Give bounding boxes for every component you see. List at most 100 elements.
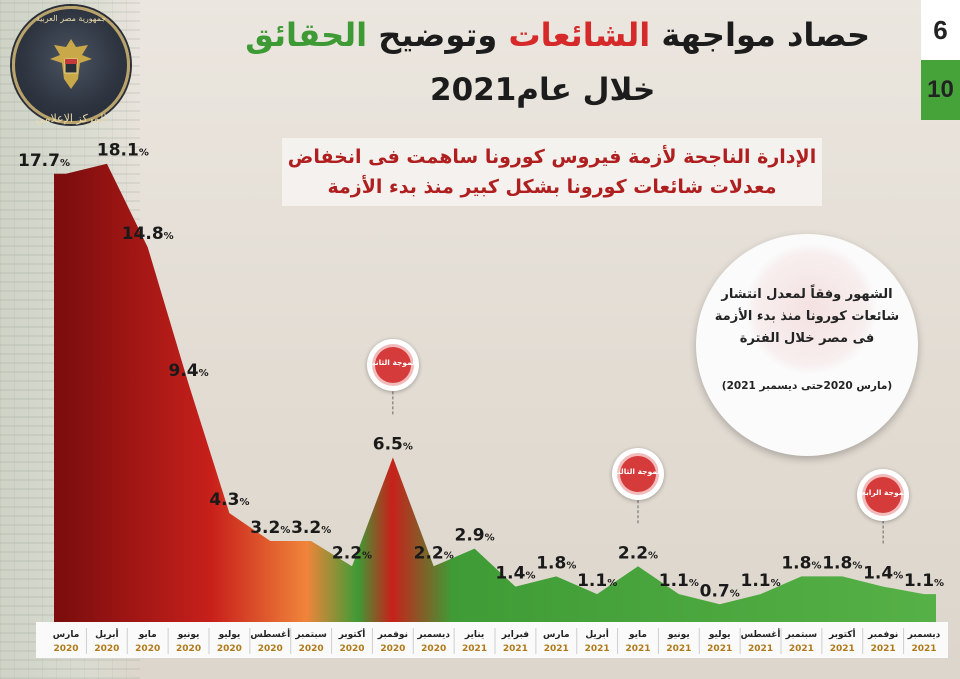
data-label: 2.9% xyxy=(454,526,494,546)
x-tick-month: نوفمبر xyxy=(377,630,408,640)
data-label: 3.2% xyxy=(250,518,290,538)
x-tick-month: أغسطس xyxy=(741,628,781,640)
x-tick-year: 2021 xyxy=(503,644,528,654)
data-label: 6.5% xyxy=(373,434,413,454)
x-tick-year: 2020 xyxy=(135,644,160,654)
x-tick-month: أكتوبر xyxy=(338,628,366,640)
x-tick-year: 2021 xyxy=(789,644,814,654)
data-point xyxy=(718,603,721,606)
x-tick-month: نوفمبر xyxy=(867,630,898,640)
data-point xyxy=(269,539,272,542)
data-label: 2.2% xyxy=(618,543,658,563)
logo-arc-text: جمهورية مصر العربية xyxy=(35,14,107,23)
data-label: 1.1% xyxy=(577,571,617,591)
data-label: 1.1% xyxy=(659,571,699,591)
data-label: 9.4% xyxy=(168,361,208,381)
x-tick-year: 2021 xyxy=(871,644,896,654)
title-part-3: وتوضيح xyxy=(367,16,509,54)
title-part-1: حصاد مواجهة xyxy=(650,16,870,54)
virus-icon xyxy=(374,347,411,384)
data-point xyxy=(637,565,640,568)
wave-badge: الموجة الثالثة xyxy=(612,448,664,501)
x-tick-year: 2020 xyxy=(339,644,364,654)
x-tick-month: ديسمبر xyxy=(416,630,450,640)
data-point xyxy=(228,512,231,515)
data-point xyxy=(555,575,558,578)
data-point xyxy=(473,547,476,550)
x-tick-month: أكتوبر xyxy=(828,628,856,640)
info-circle: الشهور وفقاً لمعدل انتشار شائعات كورونا … xyxy=(696,234,918,456)
subtitle-line-1: الإدارة الناجحة لأزمة فيروس كورونا ساهمت… xyxy=(287,146,817,168)
data-label: 2.2% xyxy=(414,543,454,563)
x-tick-year: 2020 xyxy=(94,644,119,654)
data-label: 18.1% xyxy=(97,141,149,161)
data-point xyxy=(105,162,108,165)
data-label: 1.8% xyxy=(822,553,862,573)
x-tick-month: فبراير xyxy=(501,630,529,640)
x-tick-month: سبتمبر xyxy=(785,630,818,640)
data-point xyxy=(514,585,517,588)
data-point xyxy=(432,565,435,568)
data-label: 1.4% xyxy=(495,564,535,584)
data-label: 3.2% xyxy=(291,518,331,538)
x-tick-month: يوليو xyxy=(218,630,241,640)
data-label: 1.8% xyxy=(536,553,576,573)
wave-badge: الموجة الرابعة xyxy=(857,468,910,521)
x-tick-year: 2021 xyxy=(911,644,936,654)
x-tick-year: 2020 xyxy=(53,644,78,654)
subtitle: الإدارة الناجحة لأزمة فيروس كورونا ساهمت… xyxy=(282,142,822,202)
x-tick-month: مارس xyxy=(543,630,570,640)
data-label: 0.7% xyxy=(700,581,740,601)
x-tick-month: مارس xyxy=(53,630,80,640)
wave-label: الموجة الرابعة xyxy=(857,487,910,497)
data-label: 14.8% xyxy=(122,224,174,244)
x-tick-month: مايو xyxy=(628,630,647,640)
info-text: الشهور وفقاً لمعدل انتشار شائعات كورونا … xyxy=(714,287,900,346)
x-tick-year: 2020 xyxy=(299,644,324,654)
x-tick-year: 2020 xyxy=(258,644,283,654)
data-point xyxy=(759,593,762,596)
data-label: 4.3% xyxy=(209,490,249,510)
page-title: حصاد مواجهة الشائعات وتوضيح الحقائق xyxy=(245,16,870,54)
x-tick-year: 2021 xyxy=(748,644,773,654)
x-tick-month: يونيو xyxy=(177,630,200,640)
title-rumors-word: الشائعات xyxy=(508,16,651,54)
data-label: 17.7% xyxy=(18,151,70,171)
x-tick-year: 2021 xyxy=(707,644,732,654)
data-point xyxy=(800,575,803,578)
eagle-icon xyxy=(50,39,92,89)
x-tick-year: 2021 xyxy=(830,644,855,654)
data-point xyxy=(310,539,313,542)
virus-icon xyxy=(865,476,902,513)
wave-label: الموجة الثالثة xyxy=(613,467,663,477)
info-period-note: (مارس 2020حتى ديسمبر 2021) xyxy=(721,380,893,392)
data-label: 1.4% xyxy=(863,564,903,584)
wave-label: الموجة الثانية xyxy=(368,358,418,368)
x-tick-month: أبريل xyxy=(95,628,118,640)
data-label: 1.8% xyxy=(781,553,821,573)
subtitle-line-2: معدلات شائعات كورونا بشكل كبير منذ بدء ا… xyxy=(327,176,777,198)
x-tick-month: أبريل xyxy=(585,628,608,640)
x-tick-month: يناير xyxy=(464,630,484,640)
x-tick-month: سبتمبر xyxy=(294,630,327,640)
page-indicator: 6 10 xyxy=(921,0,960,121)
x-tick-year: 2021 xyxy=(585,644,610,654)
data-point xyxy=(841,575,844,578)
data-point xyxy=(596,593,599,596)
data-point xyxy=(391,456,394,459)
x-tick-month: مايو xyxy=(138,630,157,640)
x-tick-year: 2020 xyxy=(217,644,242,654)
data-point xyxy=(677,593,680,596)
wave-badge: الموجة الثانية xyxy=(366,339,419,392)
page-number-current: 6 xyxy=(921,0,960,60)
title-facts-word: الحقائق xyxy=(245,16,368,54)
x-tick-year: 2020 xyxy=(421,644,446,654)
x-axis-band xyxy=(36,622,948,658)
data-point xyxy=(923,593,926,596)
data-point xyxy=(146,246,149,249)
page-number-total: 10 xyxy=(921,60,960,120)
x-tick-year: 2021 xyxy=(625,644,650,654)
logo-ribbon-text: المركز الإعلامي xyxy=(35,112,107,125)
data-label: 1.1% xyxy=(904,571,944,591)
